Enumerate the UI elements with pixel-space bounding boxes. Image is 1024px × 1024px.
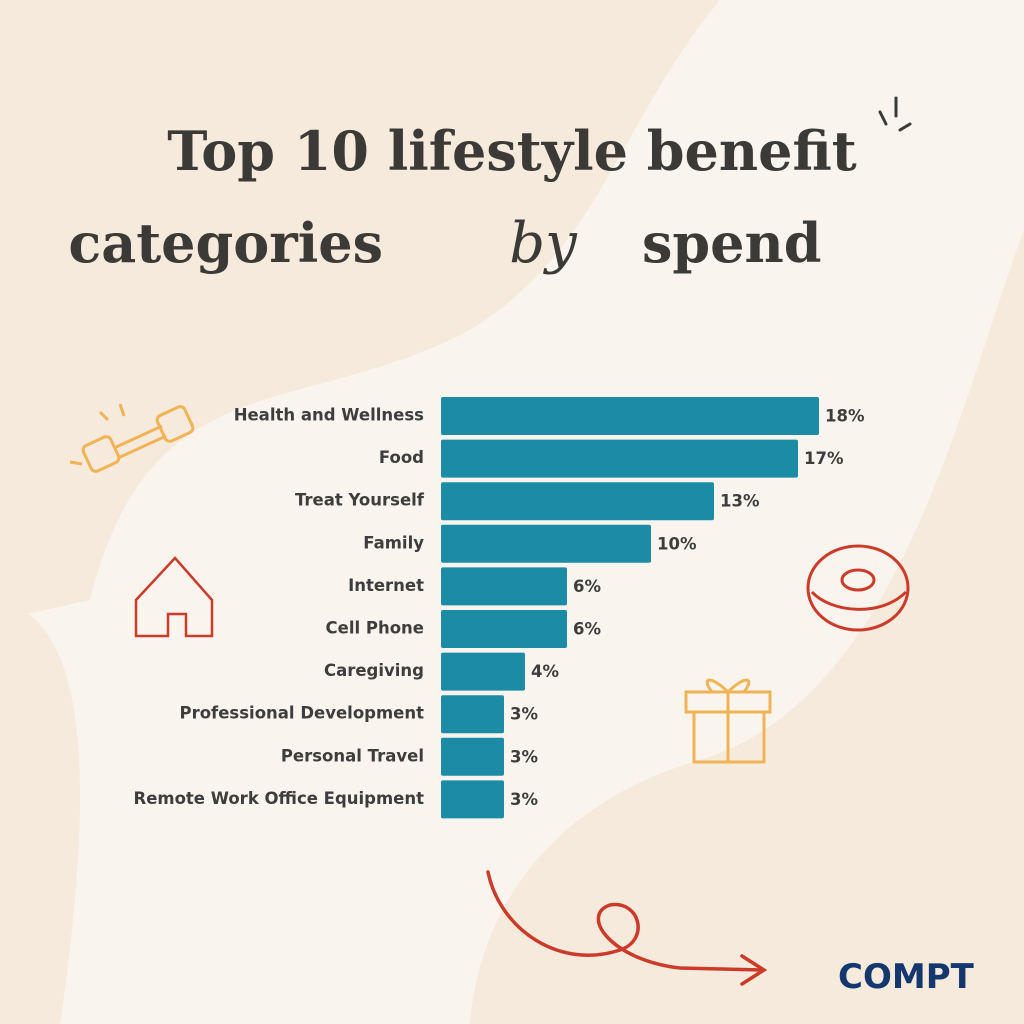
value-label: 10% [657, 534, 697, 553]
bar [441, 439, 798, 478]
category-label: Health and Wellness [234, 406, 424, 425]
category-label: Family [363, 533, 424, 552]
gift-icon [684, 678, 772, 764]
category-label: Remote Work Office Equipment [133, 789, 424, 808]
bar [441, 652, 525, 691]
background-blob [0, 600, 80, 1024]
bar [441, 397, 819, 435]
bar [441, 695, 504, 734]
value-label: 13% [720, 492, 760, 511]
house-icon [134, 556, 214, 638]
category-label: Cell Phone [326, 619, 424, 638]
value-label: 3% [510, 790, 538, 809]
value-label: 17% [804, 449, 844, 468]
donut-icon [806, 544, 910, 632]
category-label: Internet [348, 576, 424, 595]
category-label: Caregiving [324, 661, 424, 680]
category-label: Treat Yourself [295, 491, 425, 510]
value-label: 3% [510, 705, 538, 724]
chart-title: categories [68, 211, 383, 275]
dumbbell-icon [69, 403, 195, 473]
bar [441, 737, 504, 776]
category-label: Food [379, 448, 424, 467]
value-label: 18% [825, 407, 865, 426]
value-label: 4% [531, 662, 559, 681]
chart-title: spend [642, 211, 822, 275]
bar [441, 524, 651, 563]
bar [441, 482, 714, 521]
category-label: Personal Travel [281, 746, 424, 765]
bar [441, 780, 504, 819]
bar [441, 610, 567, 648]
sparkle [878, 96, 912, 132]
chart-title: Top 10 lifestyle benefit [167, 119, 857, 183]
value-label: 6% [573, 620, 601, 639]
arrow [486, 870, 768, 986]
brand-logo: COMPT [838, 957, 975, 997]
background-blob [470, 230, 1024, 1024]
background-blob [0, 0, 720, 620]
chart-title-accent: by [509, 211, 578, 276]
bar [441, 567, 567, 606]
category-label: Professional Development [179, 704, 424, 723]
value-label: 3% [510, 747, 538, 766]
value-label: 6% [573, 577, 601, 596]
